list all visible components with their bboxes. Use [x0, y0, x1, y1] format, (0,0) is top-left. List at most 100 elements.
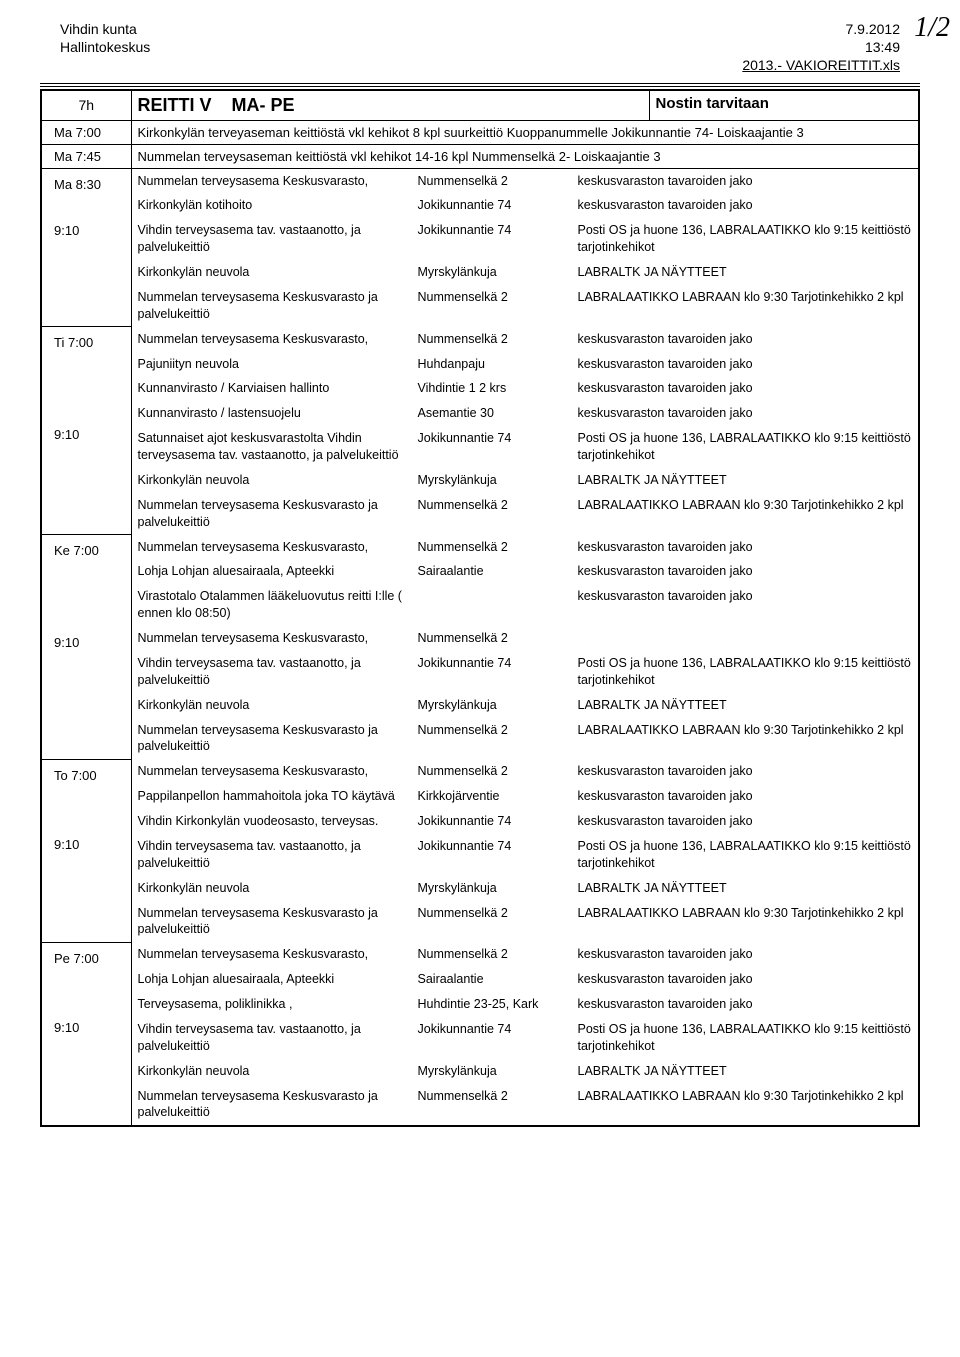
stop-note: Posti OS ja huone 136, LABRALAATIKKO klo… [572, 426, 919, 468]
stop-address: Sairaalantie [412, 559, 572, 584]
stop-name: Nummelan terveysasema Keskusvarasto, [132, 759, 412, 784]
intro-time-0: Ma 7:00 [41, 120, 131, 144]
stop-address: Kirkkojärventie [412, 784, 572, 809]
stop-address: Myrskylänkuja [412, 693, 572, 718]
stop-note: LABRALAATIKKO LABRAAN klo 9:30 Tarjotink… [572, 901, 919, 943]
intro-row-1: Ma 7:45 Nummelan terveysaseman keittiöst… [41, 144, 919, 168]
org-name: Vihdin kunta [60, 20, 150, 38]
stop-name: Vihdin terveysasema tav. vastaanotto, ja… [132, 1017, 412, 1059]
time-label: Ma 8:30 [54, 173, 125, 196]
stop-note: keskusvaraston tavaroiden jako [572, 784, 919, 809]
time-label: 9:10 [54, 219, 125, 242]
stop-name: Lohja Lohjan aluesairaala, Apteekki [132, 559, 412, 584]
stop-address: Nummenselkä 2 [412, 626, 572, 651]
stop-note: LABRALTK JA NÄYTTEET [572, 693, 919, 718]
day-time-col-1: Ti 7:00 9:10 [41, 327, 131, 535]
intro-row-0: Ma 7:00 Kirkonkylän terveyaseman keittiö… [41, 120, 919, 144]
stop-name: Vihdin terveysasema tav. vastaanotto, ja… [132, 218, 412, 260]
stop-name: Nummelan terveysasema Keskusvarasto ja p… [132, 1084, 412, 1126]
stop-address: Huhdanpaju [412, 352, 572, 377]
title-row: 7h REITTI V MA- PE Nostin tarvitaan [41, 90, 919, 121]
day-section-3: To 7:00 9:10Nummelan terveysasema Keskus… [41, 759, 919, 942]
stop-name: Kunnanvirasto / lastensuojelu [132, 401, 412, 426]
stop-name: Nummelan terveysasema Keskusvarasto, [132, 942, 412, 967]
time-label: 9:10 [54, 423, 125, 446]
stop-name: Vihdin terveysasema tav. vastaanotto, ja… [132, 834, 412, 876]
day-time-col-3: To 7:00 9:10 [41, 759, 131, 942]
day-content-4: Nummelan terveysasema Keskusvarasto,Numm… [131, 942, 919, 1126]
time-label [54, 810, 125, 833]
stop-name: Nummelan terveysasema Keskusvarasto ja p… [132, 493, 412, 535]
header-date: 7.9.2012 [742, 20, 900, 38]
time-label: Ti 7:00 [54, 331, 125, 354]
time-label: Ke 7:00 [54, 539, 125, 562]
double-rule [40, 83, 920, 87]
time-label [54, 608, 125, 631]
stop-note: keskusvaraston tavaroiden jako [572, 942, 919, 967]
stop-note: Posti OS ja huone 136, LABRALAATIKKO klo… [572, 834, 919, 876]
time-label [54, 196, 125, 219]
time-label [54, 993, 125, 1016]
stop-note: keskusvaraston tavaroiden jako [572, 401, 919, 426]
stop-address: Nummenselkä 2 [412, 535, 572, 560]
stop-note: keskusvaraston tavaroiden jako [572, 352, 919, 377]
stop-note: LABRALTK JA NÄYTTEET [572, 260, 919, 285]
stop-note: keskusvaraston tavaroiden jako [572, 809, 919, 834]
stop-name: Nummelan terveysasema Keskusvarasto ja p… [132, 285, 412, 327]
stop-note: keskusvaraston tavaroiden jako [572, 759, 919, 784]
stop-note: keskusvaraston tavaroiden jako [572, 584, 919, 626]
stop-name: Kirkonkylän neuvola [132, 1059, 412, 1084]
stop-name: Virastotalo Otalammen lääkeluovutus reit… [132, 584, 412, 626]
stop-name: Vihdin terveysasema tav. vastaanotto, ja… [132, 651, 412, 693]
stop-address: Nummenselkä 2 [412, 942, 572, 967]
stop-note: keskusvaraston tavaroiden jako [572, 559, 919, 584]
stop-address: Jokikunnantie 74 [412, 1017, 572, 1059]
stop-note: LABRALAATIKKO LABRAAN klo 9:30 Tarjotink… [572, 1084, 919, 1126]
time-label [54, 377, 125, 400]
stop-address: Nummenselkä 2 [412, 759, 572, 784]
stop-address: Nummenselkä 2 [412, 718, 572, 760]
stop-note: LABRALTK JA NÄYTTEET [572, 876, 919, 901]
stop-note: keskusvaraston tavaroiden jako [572, 992, 919, 1017]
time-label: 9:10 [54, 1016, 125, 1039]
stop-note: keskusvaraston tavaroiden jako [572, 193, 919, 218]
schedule-table: 7h REITTI V MA- PE Nostin tarvitaan Ma 7… [40, 89, 920, 1128]
time-label [54, 787, 125, 810]
intro-time-1: Ma 7:45 [41, 144, 131, 168]
stop-address: Nummenselkä 2 [412, 1084, 572, 1126]
day-section-4: Pe 7:00 9:10Nummelan terveysasema Keskus… [41, 942, 919, 1126]
stop-note: LABRALTK JA NÄYTTEET [572, 468, 919, 493]
time-label: 9:10 [54, 631, 125, 654]
stop-address: Nummenselkä 2 [412, 327, 572, 352]
time-label [54, 562, 125, 585]
stop-note: LABRALAATIKKO LABRAAN klo 9:30 Tarjotink… [572, 493, 919, 535]
stop-name: Kirkonkylän neuvola [132, 468, 412, 493]
stop-name: Nummelan terveysasema Keskusvarasto, [132, 327, 412, 352]
page-number: 1/2 [914, 10, 950, 46]
stop-note: LABRALAATIKKO LABRAAN klo 9:30 Tarjotink… [572, 718, 919, 760]
stop-name: Pappilanpellon hammahoitola joka TO käyt… [132, 784, 412, 809]
intro-text-0: Kirkonkylän terveyaseman keittiöstä vkl … [131, 120, 919, 144]
stop-name: Kirkonkylän neuvola [132, 693, 412, 718]
stop-note: keskusvaraston tavaroiden jako [572, 327, 919, 352]
time-label [54, 585, 125, 608]
stop-note: LABRALAATIKKO LABRAAN klo 9:30 Tarjotink… [572, 285, 919, 327]
day-content-2: Nummelan terveysasema Keskusvarasto,Numm… [131, 535, 919, 760]
stop-name: Pajuniityn neuvola [132, 352, 412, 377]
stop-name: Nummelan terveysasema Keskusvarasto, [132, 535, 412, 560]
time-label: To 7:00 [54, 764, 125, 787]
day-section-1: Ti 7:00 9:10Nummelan terveysasema Keskus… [41, 327, 919, 535]
stop-note: keskusvaraston tavaroiden jako [572, 376, 919, 401]
route-days: MA- PE [232, 95, 295, 115]
dept-name: Hallintokeskus [60, 38, 150, 56]
stop-address: Jokikunnantie 74 [412, 193, 572, 218]
stop-address: Jokikunnantie 74 [412, 426, 572, 468]
stop-address [412, 584, 572, 626]
stop-address: Huhdintie 23-25, Kark [412, 992, 572, 1017]
stop-note: Posti OS ja huone 136, LABRALAATIKKO klo… [572, 218, 919, 260]
stop-note: LABRALTK JA NÄYTTEET [572, 1059, 919, 1084]
route-code: REITTI V [138, 95, 212, 115]
stop-name: Terveysasema, poliklinikka , [132, 992, 412, 1017]
stop-address: Myrskylänkuja [412, 468, 572, 493]
stop-note: Posti OS ja huone 136, LABRALAATIKKO klo… [572, 651, 919, 693]
